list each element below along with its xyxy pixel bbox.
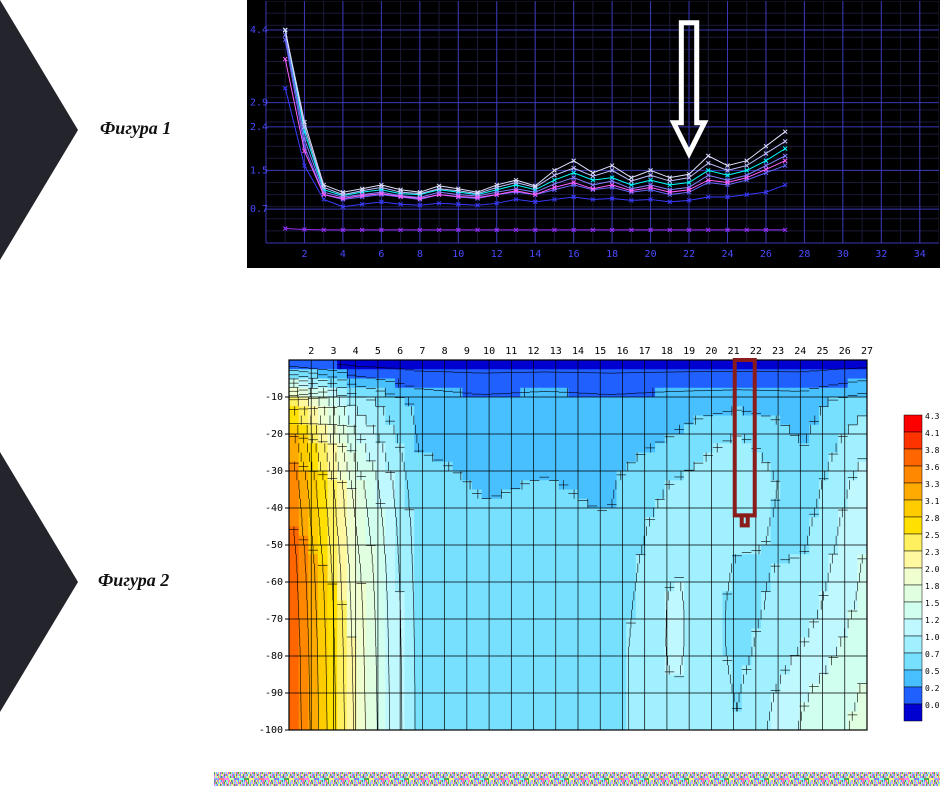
svg-text:5: 5 bbox=[375, 346, 381, 357]
svg-text:-90: -90 bbox=[265, 688, 283, 699]
svg-text:2.4: 2.4 bbox=[250, 122, 268, 133]
wedge-bottom bbox=[0, 452, 80, 712]
svg-text:6: 6 bbox=[397, 346, 403, 357]
svg-text:19: 19 bbox=[683, 346, 695, 357]
svg-text:-40: -40 bbox=[265, 503, 283, 514]
svg-text:14: 14 bbox=[529, 249, 541, 260]
svg-text:4: 4 bbox=[340, 249, 346, 260]
svg-text:8: 8 bbox=[417, 249, 423, 260]
wedge-top bbox=[0, 0, 80, 260]
svg-text:22: 22 bbox=[683, 249, 695, 260]
svg-text:1.81: 1.81 bbox=[925, 582, 940, 591]
svg-text:3.61: 3.61 bbox=[925, 463, 940, 472]
svg-text:2.06: 2.06 bbox=[925, 565, 940, 574]
svg-text:2.58: 2.58 bbox=[925, 531, 940, 540]
svg-text:32: 32 bbox=[875, 249, 887, 260]
svg-text:2.9: 2.9 bbox=[250, 98, 268, 109]
svg-text:0.77: 0.77 bbox=[925, 650, 940, 659]
svg-text:30: 30 bbox=[837, 249, 849, 260]
figure-2-contour-plot: 2345678910111213141516171819202122232425… bbox=[247, 335, 940, 755]
svg-text:22: 22 bbox=[750, 346, 762, 357]
svg-text:1.29: 1.29 bbox=[925, 616, 940, 625]
svg-text:3.87: 3.87 bbox=[925, 446, 940, 455]
svg-text:3: 3 bbox=[330, 346, 336, 357]
svg-text:16: 16 bbox=[616, 346, 628, 357]
figure-1-line-chart: 2468101214161820222426283032340.71.52.42… bbox=[247, 0, 940, 268]
svg-text:2.84: 2.84 bbox=[925, 514, 940, 523]
svg-text:27: 27 bbox=[861, 346, 873, 357]
svg-text:-10: -10 bbox=[265, 392, 283, 403]
svg-text:17: 17 bbox=[639, 346, 651, 357]
svg-text:4.39: 4.39 bbox=[925, 412, 940, 421]
svg-text:16: 16 bbox=[568, 249, 580, 260]
svg-text:-30: -30 bbox=[265, 466, 283, 477]
svg-text:-70: -70 bbox=[265, 614, 283, 625]
svg-text:14: 14 bbox=[572, 346, 584, 357]
svg-text:12: 12 bbox=[491, 249, 503, 260]
svg-text:-100: -100 bbox=[259, 725, 283, 736]
svg-text:21: 21 bbox=[728, 346, 740, 357]
svg-text:1.5: 1.5 bbox=[250, 165, 268, 176]
svg-text:-60: -60 bbox=[265, 577, 283, 588]
svg-text:18: 18 bbox=[661, 346, 673, 357]
svg-text:20: 20 bbox=[705, 346, 717, 357]
svg-text:2: 2 bbox=[308, 346, 314, 357]
svg-text:3.10: 3.10 bbox=[925, 497, 940, 506]
svg-text:1.03: 1.03 bbox=[925, 633, 940, 642]
caption-fig1: Фигура 1 bbox=[100, 118, 171, 139]
svg-text:9: 9 bbox=[464, 346, 470, 357]
svg-text:23: 23 bbox=[772, 346, 784, 357]
svg-text:26: 26 bbox=[760, 249, 772, 260]
svg-text:0.00: 0.00 bbox=[925, 701, 940, 710]
svg-text:12: 12 bbox=[528, 346, 540, 357]
svg-text:18: 18 bbox=[606, 249, 618, 260]
svg-text:2: 2 bbox=[301, 249, 307, 260]
caption-fig2: Фигура 2 bbox=[98, 570, 169, 591]
svg-text:10: 10 bbox=[452, 249, 464, 260]
svg-text:4: 4 bbox=[353, 346, 359, 357]
svg-text:15: 15 bbox=[594, 346, 606, 357]
svg-text:24: 24 bbox=[721, 249, 733, 260]
svg-text:28: 28 bbox=[798, 249, 810, 260]
svg-text:4.13: 4.13 bbox=[925, 429, 940, 438]
svg-text:0.26: 0.26 bbox=[925, 684, 940, 693]
svg-text:6: 6 bbox=[378, 249, 384, 260]
svg-text:20: 20 bbox=[645, 249, 657, 260]
svg-text:24: 24 bbox=[794, 346, 806, 357]
svg-text:34: 34 bbox=[914, 249, 926, 260]
svg-text:1.55: 1.55 bbox=[925, 599, 940, 608]
svg-text:7: 7 bbox=[419, 346, 425, 357]
svg-text:2.32: 2.32 bbox=[925, 548, 940, 557]
svg-text:8: 8 bbox=[442, 346, 448, 357]
svg-text:11: 11 bbox=[505, 346, 517, 357]
svg-text:10: 10 bbox=[483, 346, 495, 357]
svg-text:4.4: 4.4 bbox=[250, 25, 268, 36]
svg-text:-50: -50 bbox=[265, 540, 283, 551]
svg-text:-20: -20 bbox=[265, 429, 283, 440]
svg-text:13: 13 bbox=[550, 346, 562, 357]
svg-text:26: 26 bbox=[839, 346, 851, 357]
svg-text:0.52: 0.52 bbox=[925, 667, 940, 676]
svg-text:25: 25 bbox=[817, 346, 829, 357]
svg-text:0.7: 0.7 bbox=[250, 204, 268, 215]
noise-strip bbox=[214, 772, 940, 786]
svg-text:-80: -80 bbox=[265, 651, 283, 662]
svg-text:3.35: 3.35 bbox=[925, 480, 940, 489]
